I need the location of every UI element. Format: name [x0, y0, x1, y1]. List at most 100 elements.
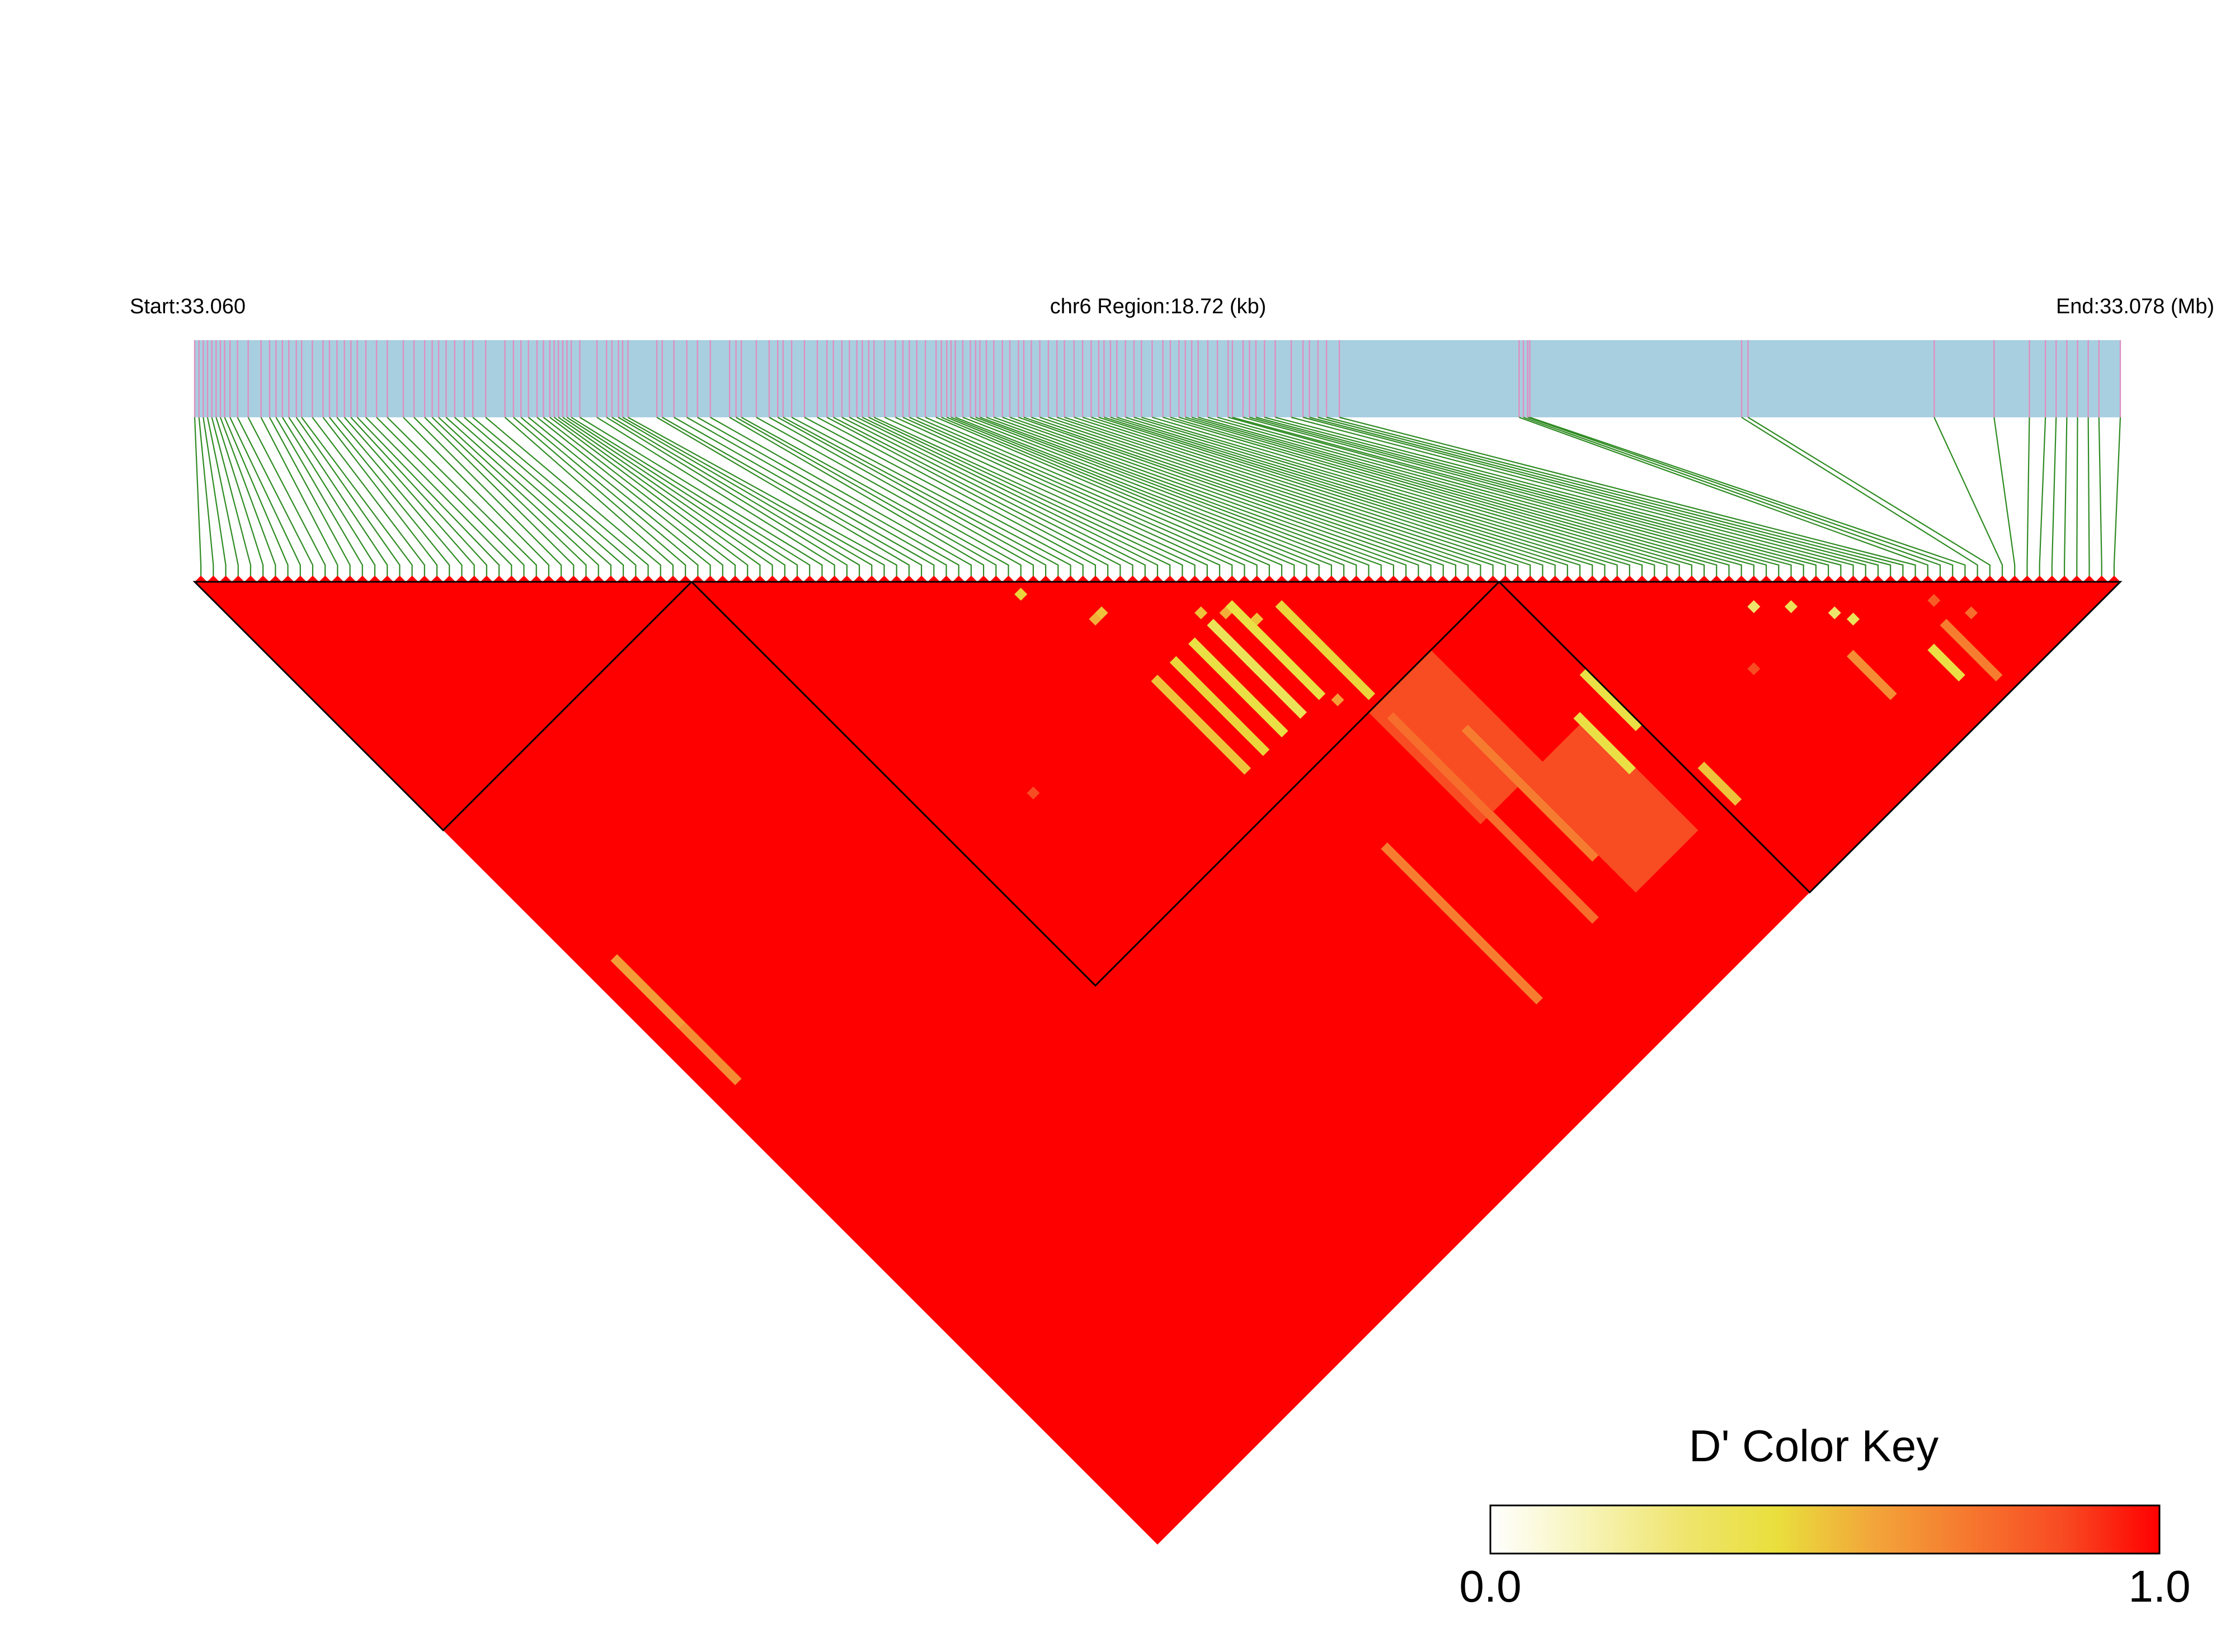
- snp-connector: [994, 416, 1407, 578]
- snp-connector: [980, 416, 1382, 578]
- snp-connector: [627, 417, 897, 578]
- diagonal-cell: [1486, 575, 1499, 582]
- snp-connectors: [194, 416, 2121, 578]
- ld-block-outlines: [192, 581, 2123, 987]
- ld-block-outline: [1497, 581, 2123, 894]
- diagonal-cell: [828, 575, 841, 582]
- diagonal-cell: [294, 575, 307, 582]
- snp-connector: [237, 417, 314, 578]
- snp-connector: [1523, 416, 1941, 578]
- diagonal-cell: [1635, 575, 1649, 582]
- snp-connector: [955, 416, 1332, 578]
- diagonal-cell: [977, 575, 990, 582]
- diagonal-cell: [728, 575, 742, 582]
- snp-connector: [215, 417, 264, 578]
- snp-connector: [1031, 416, 1469, 578]
- color-key-bar: [1489, 1504, 2161, 1555]
- ld-cell: [1293, 705, 1307, 719]
- snp-connector: [2051, 417, 2057, 578]
- diagonal-cell: [517, 575, 530, 582]
- diagonal-cell: [1300, 575, 1313, 582]
- snp-connector: [454, 417, 624, 578]
- snp-connector: [194, 417, 202, 578]
- snp-connector: [618, 417, 873, 578]
- snp-connector: [229, 417, 301, 578]
- snp-connector: [562, 417, 785, 578]
- snp-connector: [2063, 417, 2068, 578]
- diagonal-cell: [704, 575, 717, 582]
- diagonal-cell: [1772, 575, 1785, 582]
- diagonal-cell: [368, 575, 382, 582]
- snp-connector: [1232, 416, 1780, 578]
- snp-connector: [2098, 417, 2102, 578]
- snp-connector: [558, 417, 773, 578]
- ld-cell: [1884, 687, 1897, 700]
- snp-connector: [736, 417, 997, 578]
- snp-connector: [868, 417, 1183, 578]
- diagonal-cell: [580, 575, 592, 582]
- snp-connector: [288, 417, 388, 578]
- diagonal-cell: [604, 575, 618, 582]
- snp-connector: [1993, 417, 2016, 578]
- ld-cell: [1194, 606, 1208, 620]
- snp-connector: [387, 417, 537, 578]
- diagonal-cell: [1176, 575, 1189, 582]
- diagonal-cell: [1263, 575, 1276, 582]
- diagonal-cell: [195, 575, 208, 582]
- snp-connector: [951, 416, 1320, 578]
- snp-connector: [2113, 417, 2121, 578]
- snp-connector: [543, 417, 736, 578]
- snp-connector: [1185, 416, 1705, 578]
- snp-connector: [431, 417, 587, 578]
- diagonal-cell: [1673, 575, 1686, 582]
- diagonal-cell: [1312, 575, 1325, 582]
- diagonal-cell: [219, 575, 232, 582]
- diagonal-cell: [1076, 575, 1089, 582]
- diagonal-cell: [1375, 575, 1387, 582]
- snp-connector: [1339, 416, 1916, 578]
- snp-connector: [656, 417, 910, 578]
- snp-connector: [295, 417, 401, 578]
- diagonal-cell: [1809, 575, 1823, 582]
- snp-connector: [622, 417, 885, 578]
- diagonal-cell: [791, 575, 804, 582]
- snp-connector: [817, 417, 1097, 578]
- diagonal-cell: [629, 575, 642, 582]
- snp-connector: [791, 417, 1071, 578]
- snp-connector: [1318, 416, 1891, 578]
- snp-connector: [986, 416, 1395, 578]
- diagonal-cell: [1921, 575, 1934, 582]
- snp-connector: [206, 417, 239, 578]
- ld-cell: [1964, 606, 1978, 620]
- diagonal-cell: [902, 575, 915, 582]
- diagonal-cell: [1151, 575, 1164, 582]
- diagonal-cell: [418, 575, 431, 582]
- diagonal-cell: [1723, 575, 1735, 582]
- diagonal-cell: [1213, 575, 1226, 582]
- ld-cell: [1828, 606, 1841, 620]
- diagonal-cell: [1474, 575, 1487, 582]
- diagonal-cell: [1238, 575, 1251, 582]
- diagonal-cell: [2021, 575, 2034, 582]
- diagonal-cell: [1275, 575, 1288, 582]
- snp-connector: [1518, 416, 1928, 578]
- snp-connector: [783, 417, 1059, 578]
- snp-connector: [909, 416, 1245, 578]
- diagonal-cell: [1573, 575, 1587, 582]
- diagonal-cell: [766, 575, 779, 582]
- diagonal-cell: [1114, 575, 1127, 582]
- diagonal-cell: [1089, 575, 1102, 582]
- diagonal-cell: [1412, 575, 1425, 582]
- snp-connector: [1048, 416, 1494, 578]
- diagonal-cell: [1400, 575, 1413, 582]
- snp-connector: [424, 417, 575, 578]
- diagonal-cell: [1449, 575, 1462, 582]
- diagonal-cell: [952, 575, 965, 582]
- diagonal-cell: [1362, 575, 1375, 582]
- diagonal-cell: [1499, 575, 1512, 582]
- diagonal-cell: [244, 575, 257, 582]
- diagonal-cell: [344, 575, 356, 582]
- diagonal-cell: [542, 575, 555, 582]
- diagonal-cell: [1064, 575, 1077, 582]
- diagonal-cell: [803, 575, 816, 582]
